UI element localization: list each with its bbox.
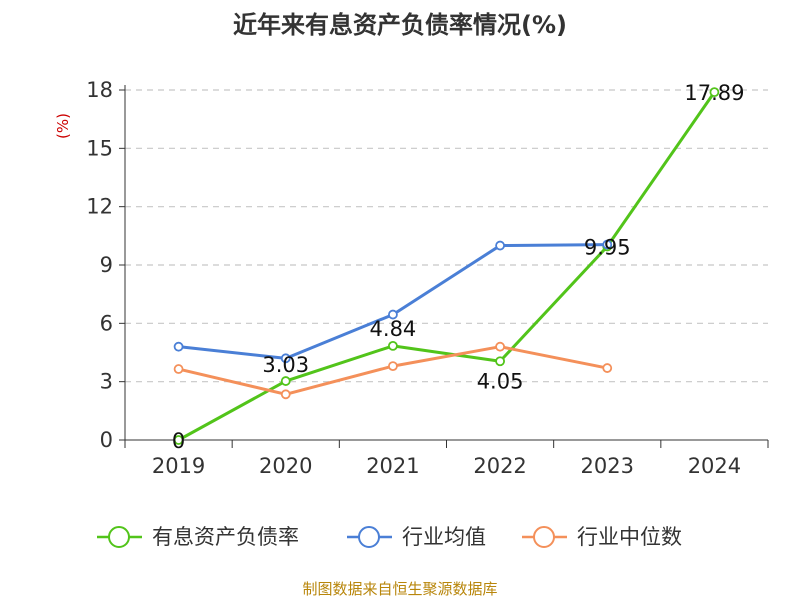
series-point-0 [173,435,184,445]
data-labels: 0 3.03 4.84 4.05 9.95 17.89 [172,81,745,453]
y-tick-label: 15 [86,136,113,160]
series-point-0 [709,87,720,98]
y-axis-unit: (%) [54,113,72,139]
y-tick-label: 18 [86,78,113,102]
x-tick-label: 2020 [259,454,312,478]
axes: 0 3 6 9 12 15 18 2019 2020 2021 2022 2023 2024 [86,78,769,478]
y-tick-label: 0 [100,428,113,452]
series-point-2 [388,361,398,372]
y-tick-label: 9 [100,253,113,277]
y-tick-label: 12 [86,195,113,219]
data-label: 17.89 [684,81,744,105]
series-group [173,87,720,445]
x-tick-label: 2021 [366,454,419,478]
series-point-1 [173,341,184,352]
x-tick-label: 2019 [152,454,205,478]
series-point-2 [602,363,613,373]
legend: 有息资产负债率 行业均值 行业中位数 [97,525,682,549]
source-note: 制图数据来自恒生聚源数据库 [302,580,497,598]
legend-label: 有息资产负债率 [152,525,299,549]
x-tick-label: 2022 [473,454,526,478]
series-point-2 [280,389,291,400]
legend-marker [108,526,130,548]
data-label: 3.03 [262,353,309,377]
x-tick-label: 2023 [581,454,634,478]
legend-marker [533,526,555,548]
data-label: 4.05 [477,369,524,393]
y-tick-label: 3 [100,370,113,394]
series-point-2 [495,341,505,352]
series-point-0 [280,376,291,386]
legend-label: 行业中位数 [577,525,682,549]
series-point-0 [495,356,505,367]
x-tick-label: 2024 [688,454,741,478]
data-label: 0 [172,429,185,453]
series-point-1 [602,239,613,250]
legend-label: 行业均值 [402,525,486,549]
series-point-1 [388,309,398,320]
series-point-1 [280,353,291,364]
series-point-0 [388,340,398,351]
series-point-2 [173,364,184,374]
data-label: 9.95 [584,236,631,260]
legend-marker [358,526,380,548]
series-point-1 [495,240,505,251]
data-label: 4.84 [370,317,417,341]
y-tick-label: 6 [100,311,113,335]
chart-title: 近年来有息资产负债率情况(%) [233,11,567,39]
grid-lines [125,89,768,383]
